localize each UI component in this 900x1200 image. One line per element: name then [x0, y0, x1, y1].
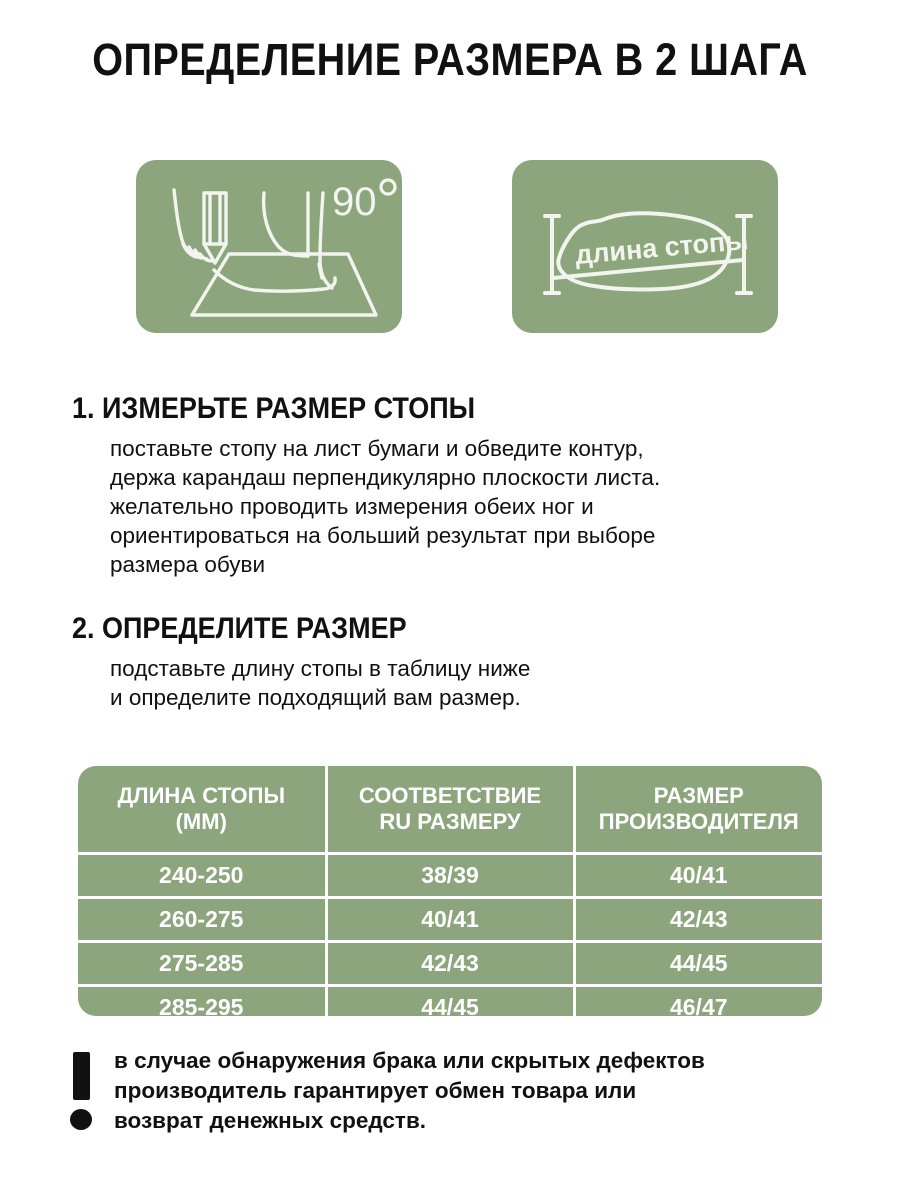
step-2-line-2: и определите подходящий вам размер.: [110, 685, 521, 710]
table-row: 275-285 42/43 44/45: [78, 941, 822, 987]
degree-symbol-icon: [379, 178, 397, 196]
cell-ru-size: 38/39: [324, 853, 574, 899]
step-2-body: подставьте длину стопы в таблицу ниже и …: [110, 654, 900, 712]
size-table: ДЛИНА СТОПЫ (ММ) СООТВЕТСТВИЕ RU РАЗМЕРУ…: [78, 766, 822, 1016]
footnote-line-3: возврат денежных средств.: [114, 1108, 427, 1133]
step-1-body: поставьте стопу на лист бумаги и обведит…: [110, 434, 900, 579]
cell-manufacturer-size: 42/43: [572, 897, 822, 943]
table-row: 285-295 44/45 46/47: [78, 985, 822, 1016]
cell-manufacturer-size: 40/41: [572, 853, 822, 899]
step-1-line-5: размера обуви: [110, 552, 266, 577]
icon-row: 90 длина стопы: [0, 160, 900, 335]
table-row: 260-275 40/41 42/43: [78, 897, 822, 943]
cell-ru-size: 44/45: [324, 985, 574, 1016]
step-1-line-2: держа карандаш перпендикулярно плоскости…: [110, 465, 661, 490]
table-header-manufacturer-size: РАЗМЕР ПРОИЗВОДИТЕЛЯ: [572, 766, 822, 855]
table-row: 240-250 38/39 40/41: [78, 853, 822, 899]
cell-foot-length: 275-285: [78, 941, 326, 987]
step-1-line-3: желательно проводить измерения обеих ног…: [110, 494, 594, 519]
table-header-foot-length: ДЛИНА СТОПЫ (ММ): [78, 766, 326, 855]
cell-foot-length: 240-250: [78, 853, 326, 899]
step-2-line-1: подставьте длину стопы в таблицу ниже: [110, 656, 531, 681]
exclamation-mark-icon: [70, 1052, 92, 1130]
footnote-text: в случае обнаружения брака или скрытых д…: [114, 1046, 862, 1136]
step-2-heading: 2. ОПРЕДЕЛИТЕ РАЗМЕР: [72, 612, 407, 645]
step-1-heading: 1. ИЗМЕРЬТЕ РАЗМЕР СТОПЫ: [72, 392, 476, 425]
foot-length-icon: длина стопы: [512, 160, 778, 333]
footnote: в случае обнаружения брака или скрытых д…: [62, 1046, 862, 1136]
step-2: 2. ОПРЕДЕЛИТЕ РАЗМЕР подставьте длину ст…: [0, 612, 900, 712]
step-1-line-4: ориентироваться на больший результат при…: [110, 523, 656, 548]
step-1: 1. ИЗМЕРЬТЕ РАЗМЕР СТОПЫ поставьте стопу…: [0, 392, 900, 579]
cell-ru-size: 42/43: [324, 941, 574, 987]
step-1-line-1: поставьте стопу на лист бумаги и обведит…: [110, 436, 644, 461]
cell-manufacturer-size: 46/47: [572, 985, 822, 1016]
cell-manufacturer-size: 44/45: [572, 941, 822, 987]
page-title: ОПРЕДЕЛЕНИЕ РАЗМЕРА В 2 ШАГА: [92, 34, 808, 85]
angle-label: 90: [332, 180, 377, 224]
table-header-row: ДЛИНА СТОПЫ (ММ) СООТВЕТСТВИЕ RU РАЗМЕРУ…: [78, 766, 822, 855]
exclamation-dot: [70, 1109, 92, 1130]
table-header-ru-size: СООТВЕТСТВИЕ RU РАЗМЕРУ: [324, 766, 574, 855]
cell-foot-length: 285-295: [159, 994, 244, 1016]
footnote-line-2: производитель гарантирует обмен товара и…: [114, 1078, 637, 1103]
exclamation-bar: [72, 1052, 90, 1100]
cell-foot-length: 260-275: [78, 897, 326, 943]
foot-tracing-icon: 90: [136, 160, 402, 333]
footnote-line-1: в случае обнаружения брака или скрытых д…: [114, 1048, 705, 1073]
cell-ru-size: 40/41: [324, 897, 574, 943]
